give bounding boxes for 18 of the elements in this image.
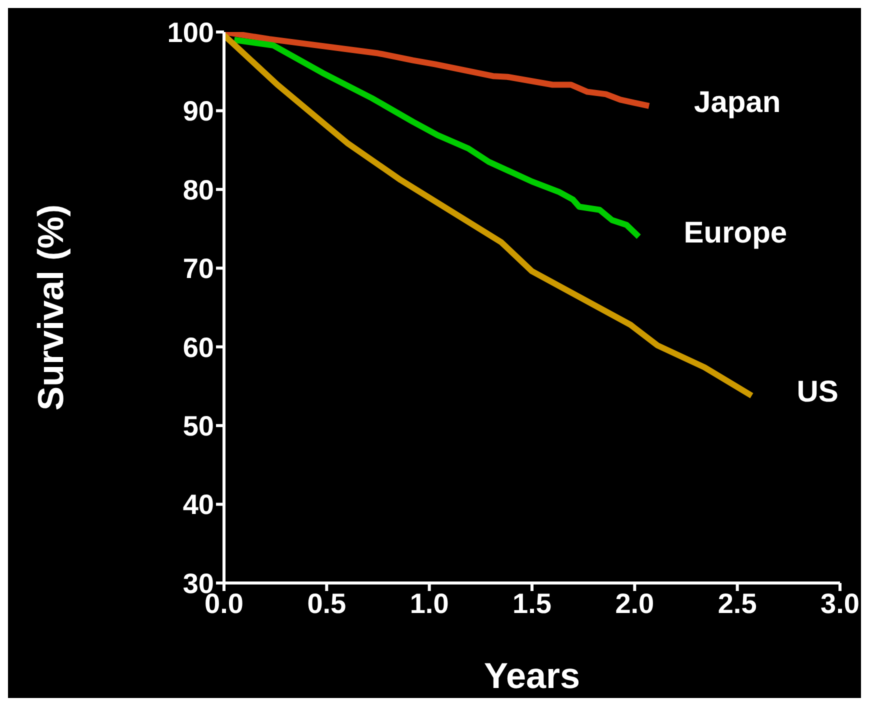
y-tick-label: 80 [182,174,214,206]
x-tick-label: 1.0 [410,588,449,619]
x-tick-label: 2.5 [718,588,757,619]
series-label: US [796,376,838,409]
series-label: Japan [694,86,781,119]
x-tick-label: 3.0 [820,588,860,619]
y-tick-label: 100 [167,16,214,48]
x-tick-label: 1.5 [512,588,552,619]
y-tick-label: 70 [182,253,214,284]
y-tick-label: 50 [182,410,214,442]
y-tick-label: 90 [182,96,214,127]
x-axis-title: Years [484,655,580,696]
y-tick-label: 40 [182,489,214,520]
y-tick-label: 60 [182,332,214,363]
x-tick-label: 2.0 [615,588,654,619]
series-label: Europe [684,216,788,250]
x-tick-label: 0.5 [307,588,346,619]
y-axis-title: Survival (%) [30,204,71,411]
